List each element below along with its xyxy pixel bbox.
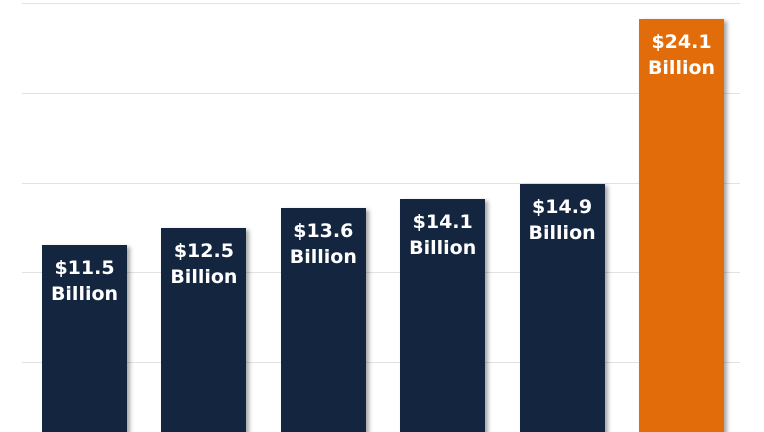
value-label: $14.9 Billion (528, 196, 596, 245)
value-label: $24.1 Billion (647, 31, 716, 80)
bar: $14.1 Billion (400, 198, 486, 432)
value-label: $11.5 Billion (50, 257, 119, 306)
bar: $13.6 Billion (280, 207, 366, 432)
grid-line (22, 92, 740, 94)
grid-line (22, 182, 740, 184)
bar: $24.1 Billion (639, 19, 724, 432)
bar: $11.5 Billion (42, 245, 127, 432)
bar: $14.9 Billion (519, 184, 605, 432)
value-label: $12.5 Billion (170, 239, 238, 288)
grid-line (22, 272, 740, 274)
bar: $12.5 Billion (161, 227, 247, 432)
value-label: $14.1 Billion (409, 210, 477, 259)
grid-line (22, 3, 740, 4)
grid-line (22, 362, 740, 364)
value-label: $13.6 Billion (289, 219, 357, 268)
